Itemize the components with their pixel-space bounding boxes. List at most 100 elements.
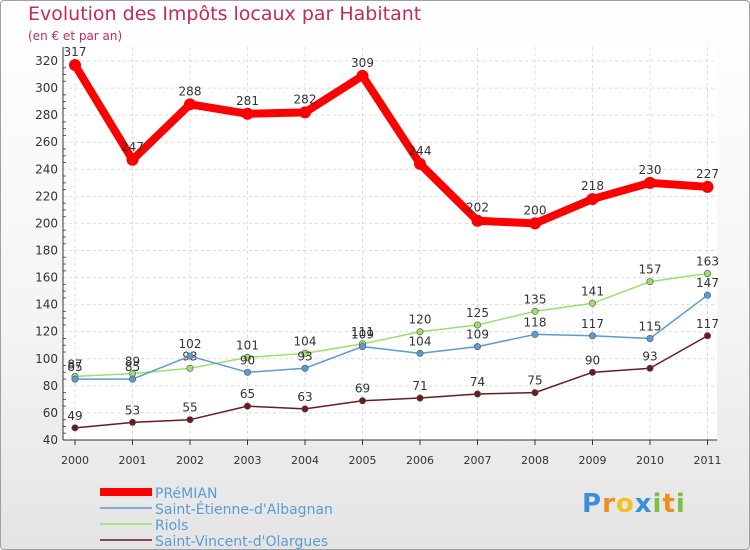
data-point: [588, 332, 596, 340]
y-tick-label: 60: [43, 406, 58, 420]
data-label: 104: [294, 334, 317, 348]
data-label: 218: [581, 179, 604, 193]
legend-label: Riols: [155, 518, 188, 534]
logo-letter: t: [662, 489, 676, 519]
y-tick-label: 300: [35, 81, 58, 95]
data-point: [71, 424, 79, 432]
data-point: [244, 368, 252, 376]
data-point: [416, 349, 424, 357]
data-label: 115: [639, 319, 662, 333]
logo-letter: r: [602, 489, 616, 519]
data-label: 157: [639, 263, 662, 277]
data-label: 71: [412, 379, 427, 393]
data-label: 102: [179, 337, 202, 351]
x-tick-label: 2009: [579, 454, 607, 467]
data-label: 111: [351, 325, 374, 339]
series-saint-tienne-d-albagnan: 85 85 102 90 93 109 104 109 118 117 115 147: [67, 276, 719, 383]
x-tick-label: 2007: [464, 454, 492, 467]
data-point: [126, 153, 139, 166]
data-point: [646, 334, 654, 342]
data-label: 317: [64, 45, 87, 59]
data-label: 104: [409, 334, 432, 348]
data-point: [186, 416, 194, 424]
series-line: [74, 335, 708, 429]
data-point: [184, 98, 196, 111]
data-point: [241, 107, 254, 120]
logo-letter: i: [652, 489, 663, 519]
data-label: 282: [294, 92, 317, 106]
data-label: 281: [236, 94, 259, 108]
data-point: [703, 270, 711, 278]
y-tick-label: 120: [35, 325, 58, 339]
data-point: [129, 375, 137, 383]
data-label: 147: [696, 276, 719, 290]
data-label: 85: [67, 360, 82, 374]
data-point: [416, 394, 424, 402]
y-tick-label: 80: [43, 379, 58, 393]
data-label: 202: [466, 201, 489, 215]
data-point: [588, 368, 596, 376]
data-point: [644, 176, 656, 189]
x-tick-label: 2002: [176, 454, 204, 467]
data-point: [703, 332, 711, 340]
y-tick-label: 200: [35, 216, 58, 230]
data-point: [531, 389, 539, 397]
data-point: [473, 321, 481, 329]
legend-label: Saint-Vincent-d'Olargues: [155, 534, 328, 550]
logo-letter: i: [675, 489, 686, 519]
data-label: 109: [351, 328, 374, 342]
data-point: [471, 214, 484, 227]
data-label: 53: [125, 403, 140, 417]
data-point: [646, 278, 654, 286]
data-label: 87: [67, 357, 82, 371]
data-label: 118: [524, 315, 547, 329]
legend-label: PRéMIAN: [155, 486, 217, 502]
logo-letter: o: [615, 489, 635, 519]
data-point: [69, 59, 81, 72]
chart-subtitle: (en € et par an): [28, 29, 123, 43]
data-point: [414, 157, 426, 170]
proxiti-logo: Proxiti: [582, 489, 686, 519]
data-label: 135: [524, 292, 547, 306]
legend: PRéMIANSaint-Étienne-d'AlbagnanRiolsSain…: [100, 486, 333, 550]
plot-area: [63, 47, 717, 440]
data-label: 120: [409, 313, 432, 327]
data-point: [358, 343, 366, 351]
data-label: 230: [639, 163, 662, 177]
series-line: [74, 272, 708, 378]
data-point: [473, 390, 481, 398]
series-saint-vincent-d-olargues: 49 53 55 65 63 69 71 74 75 90 93 117: [67, 317, 719, 432]
data-point: [703, 291, 711, 299]
data-label: 69: [355, 382, 370, 396]
data-label: 200: [524, 203, 547, 217]
data-label: 141: [581, 284, 604, 298]
data-point: [356, 69, 369, 82]
data-label: 89: [125, 355, 140, 369]
y-tick-label: 180: [35, 244, 58, 258]
y-tick-label: 40: [43, 433, 58, 447]
series-pr-mian: 317 247 288 281 282 309 244 202 200 218 230 227: [64, 45, 719, 230]
data-label: 109: [466, 328, 489, 342]
x-tick-label: 2003: [234, 454, 262, 467]
data-point: [299, 106, 311, 119]
data-label: 93: [297, 349, 312, 363]
y-tick-label: 160: [35, 271, 58, 285]
data-point: [586, 193, 599, 206]
x-tick-label: 2000: [61, 454, 89, 467]
data-label: 55: [182, 401, 197, 415]
series-line: [71, 62, 708, 228]
data-point: [531, 330, 539, 338]
data-point: [244, 402, 252, 410]
data-label: 309: [351, 56, 374, 70]
data-point: [186, 364, 194, 372]
x-tick-label: 2005: [349, 454, 377, 467]
legend-label: Saint-Étienne-d'Albagnan: [155, 501, 333, 518]
data-label: 90: [585, 353, 600, 367]
grid: [63, 47, 717, 441]
y-tick-label: 260: [35, 135, 58, 149]
data-label: 65: [240, 387, 255, 401]
y-tick-label: 220: [35, 189, 58, 203]
data-point: [358, 397, 366, 405]
data-label: 227: [696, 167, 719, 181]
data-label: 101: [236, 338, 259, 352]
